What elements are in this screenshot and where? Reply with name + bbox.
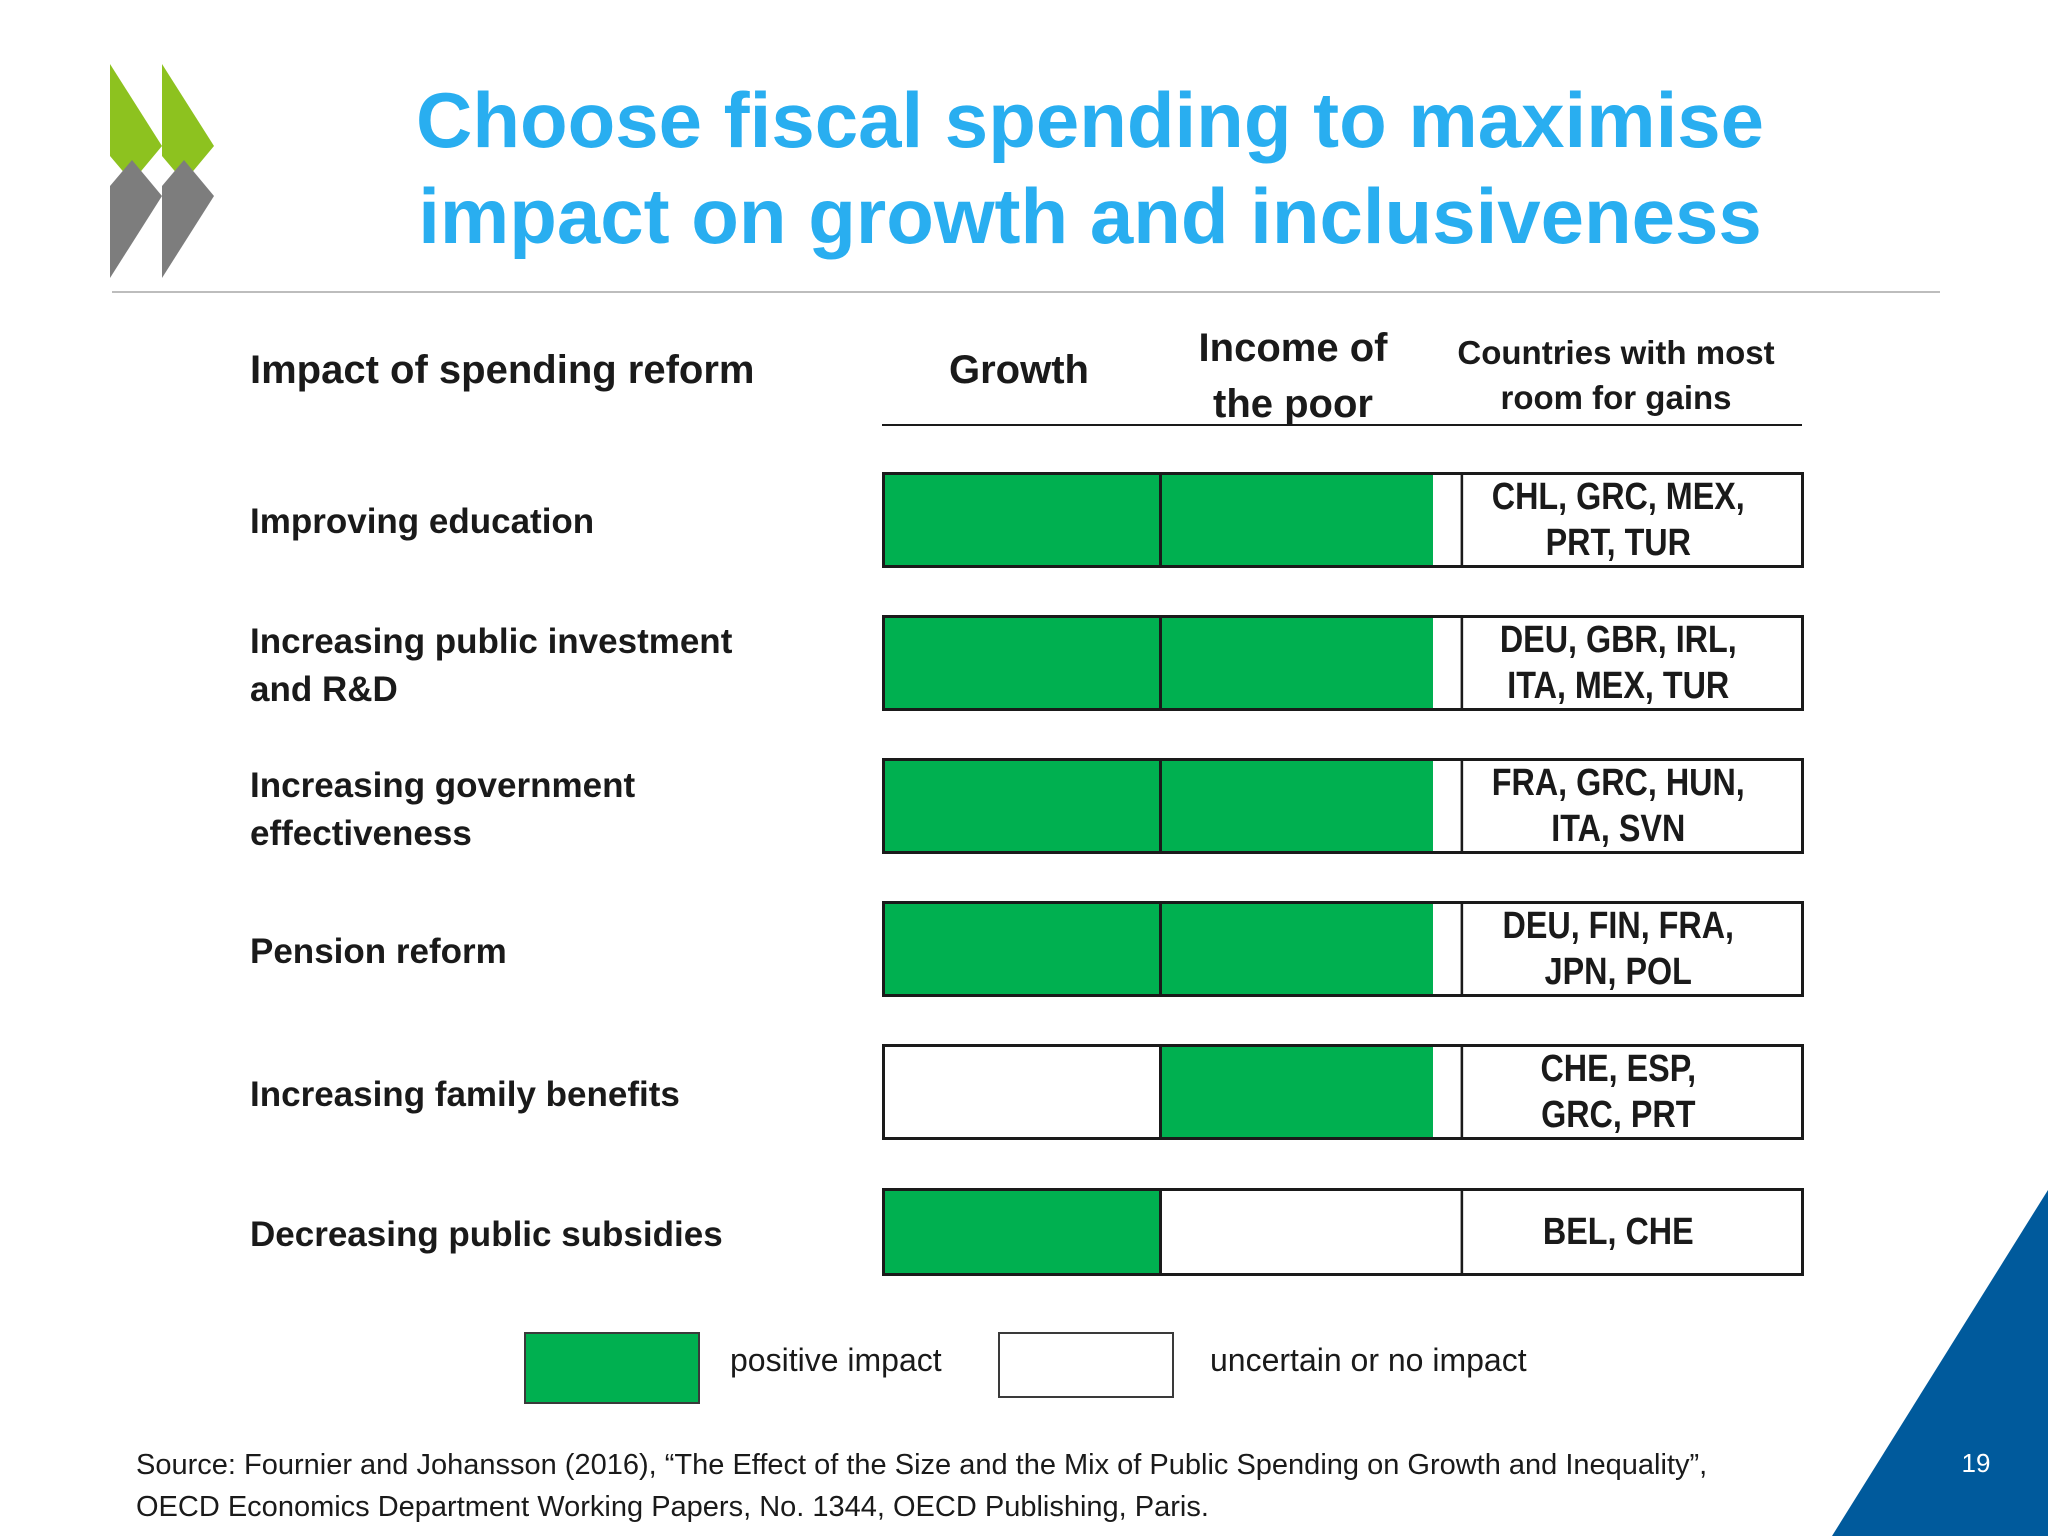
table-row: FRA, GRC, HUN, ITA, SVN: [882, 758, 1804, 854]
countries-cell: FRA, GRC, HUN, ITA, SVN: [1460, 761, 1774, 851]
growth-impact-cell: [885, 1191, 1159, 1273]
income-impact-cell: [1159, 1191, 1433, 1273]
income-impact-cell: [1159, 618, 1433, 708]
header-countries-line-2: room for gains: [1500, 379, 1732, 416]
growth-impact-cell: [885, 904, 1159, 994]
source-note: Source: Fournier and Johansson (2016), “…: [136, 1444, 1836, 1528]
growth-impact-cell: [885, 761, 1159, 851]
countries-line-1: CHE, ESP,: [1540, 1048, 1697, 1090]
income-impact-cell: [1159, 475, 1433, 565]
row-label-line-1: Increasing public investment: [250, 622, 733, 661]
growth-impact-cell: [885, 475, 1159, 565]
countries-line-2: ITA, MEX, TUR: [1507, 665, 1730, 707]
row-label-line-1: Pension reform: [250, 932, 507, 971]
header-income-line-2: the poor: [1213, 382, 1373, 426]
income-impact-cell: [1159, 1047, 1433, 1137]
row-label-line-1: Decreasing public subsidies: [250, 1215, 723, 1254]
source-line-2: OECD Economics Department Working Papers…: [136, 1491, 1209, 1523]
legend-uncertain-swatch: [998, 1332, 1174, 1398]
row-label-line-2: and R&D: [250, 670, 398, 709]
row-label-public-subsidies: Decreasing public subsidies: [250, 1211, 810, 1259]
countries-line-1: BEL, CHE: [1542, 1211, 1694, 1253]
title-line-2: impact on growth and inclusiveness: [418, 172, 1762, 260]
header-impact: Impact of spending reform: [250, 348, 755, 392]
row-label-line-1: Increasing family benefits: [250, 1075, 680, 1114]
slide-title: Choose fiscal spending to maximise impac…: [380, 72, 1800, 264]
countries-line-2: GRC, PRT: [1541, 1094, 1696, 1136]
header-income-line-1: Income of: [1198, 326, 1388, 370]
row-label-government-effectiveness: Increasing government effectiveness: [250, 762, 810, 858]
row-label-pension-reform: Pension reform: [250, 928, 810, 976]
countries-cell: BEL, CHE: [1460, 1191, 1774, 1273]
countries-line-2: PRT, TUR: [1545, 522, 1691, 564]
source-line-1: Source: Fournier and Johansson (2016), “…: [136, 1449, 1708, 1481]
header-divider: [882, 424, 1802, 426]
income-impact-cell: [1159, 904, 1433, 994]
header-income-of-the-poor: Income of the poor: [1156, 320, 1430, 432]
table-row: BEL, CHE: [882, 1188, 1804, 1276]
countries-cell: CHE, ESP, GRC, PRT: [1460, 1047, 1774, 1137]
row-label-line-1: Improving education: [250, 502, 595, 541]
row-label-line-2: effectiveness: [250, 814, 472, 853]
legend-positive-label: positive impact: [730, 1342, 942, 1378]
legend-uncertain-label: uncertain or no impact: [1210, 1342, 1527, 1378]
row-label-family-benefits: Increasing family benefits: [250, 1071, 810, 1119]
row-label-improving-education: Improving education: [250, 498, 810, 546]
countries-line-1: DEU, FIN, FRA,: [1502, 905, 1735, 947]
legend-positive-swatch: [524, 1332, 700, 1404]
title-line-1: Choose fiscal spending to maximise: [415, 76, 1764, 164]
table-row: CHE, ESP, GRC, PRT: [882, 1044, 1804, 1140]
countries-cell: CHL, GRC, MEX, PRT, TUR: [1460, 475, 1774, 565]
header-countries-line-1: Countries with most: [1457, 334, 1775, 371]
countries-cell: DEU, FIN, FRA, JPN, POL: [1460, 904, 1774, 994]
income-impact-cell: [1159, 761, 1433, 851]
table-row: CHL, GRC, MEX, PRT, TUR: [882, 472, 1804, 568]
page-number: 19: [1961, 1448, 1991, 1478]
countries-line-2: ITA, SVN: [1551, 808, 1686, 850]
table-row: DEU, GBR, IRL, ITA, MEX, TUR: [882, 615, 1804, 711]
title-divider: [112, 291, 1940, 293]
corner-triangle-decoration: [1832, 1190, 2048, 1536]
countries-line-1: FRA, GRC, HUN,: [1491, 762, 1745, 804]
growth-impact-cell: [885, 1047, 1159, 1137]
header-growth: Growth: [949, 348, 1089, 392]
countries-line-2: JPN, POL: [1544, 951, 1692, 993]
header-countries: Countries with most room for gains: [1430, 330, 1802, 420]
row-label-public-investment: Increasing public investment and R&D: [250, 618, 810, 714]
row-label-line-1: Increasing government: [250, 766, 636, 805]
countries-line-1: DEU, GBR, IRL,: [1499, 619, 1737, 661]
countries-cell: DEU, GBR, IRL, ITA, MEX, TUR: [1460, 618, 1774, 708]
growth-impact-cell: [885, 618, 1159, 708]
countries-line-1: CHL, GRC, MEX,: [1491, 476, 1745, 518]
table-row: DEU, FIN, FRA, JPN, POL: [882, 901, 1804, 997]
oecd-logo: [110, 64, 214, 278]
